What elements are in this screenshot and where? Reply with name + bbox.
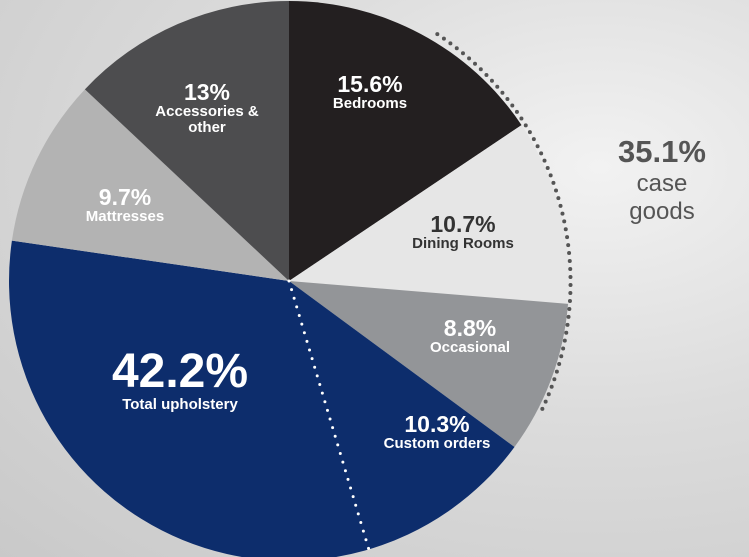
slice-label: 42.2% Total upholstery <box>95 344 265 414</box>
slice-label: 15.6% Bedrooms <box>315 72 425 112</box>
slice-label: 9.7% Mattresses <box>70 185 180 225</box>
group-bracket <box>435 32 573 417</box>
slice-label: 8.8% Occasional <box>415 316 525 356</box>
pie-slice <box>11 89 289 281</box>
slice-value: 9.7% <box>98 184 152 211</box>
slice-name: Accessories & other <box>155 103 259 137</box>
slice-name: Total upholstery <box>122 396 238 414</box>
slice-value: 10.7% <box>430 211 496 238</box>
sub-slice-value: 10.3% <box>404 411 470 438</box>
sub-slice-name: Custom orders <box>383 435 491 453</box>
slice-label: 10.7% Dining Rooms <box>398 212 528 252</box>
slice-value: 15.6% <box>337 71 403 98</box>
slice-value: 8.8% <box>443 315 497 342</box>
slice-name: Dining Rooms <box>412 235 514 253</box>
pie-slice <box>9 240 515 557</box>
pie-slice <box>84 1 289 281</box>
slice-name: Mattresses <box>85 208 165 226</box>
group-annotation: 35.1% case goods <box>618 134 706 226</box>
slice-value: 13% <box>183 79 231 106</box>
slice-name: Occasional <box>429 339 511 357</box>
pie-slice <box>289 125 569 304</box>
group-value: 35.1% <box>618 134 706 169</box>
pie-slice <box>289 281 569 447</box>
group-text: case goods <box>629 170 695 225</box>
slice-value: 42.2% <box>111 344 249 398</box>
slice-label: 13% Accessories & other <box>155 80 260 136</box>
sub-slice-boundary <box>287 279 371 551</box>
sub-slice-label: 10.3% Custom orders <box>367 412 507 452</box>
slice-name: Bedrooms <box>332 95 408 113</box>
pie-slice <box>289 1 522 281</box>
